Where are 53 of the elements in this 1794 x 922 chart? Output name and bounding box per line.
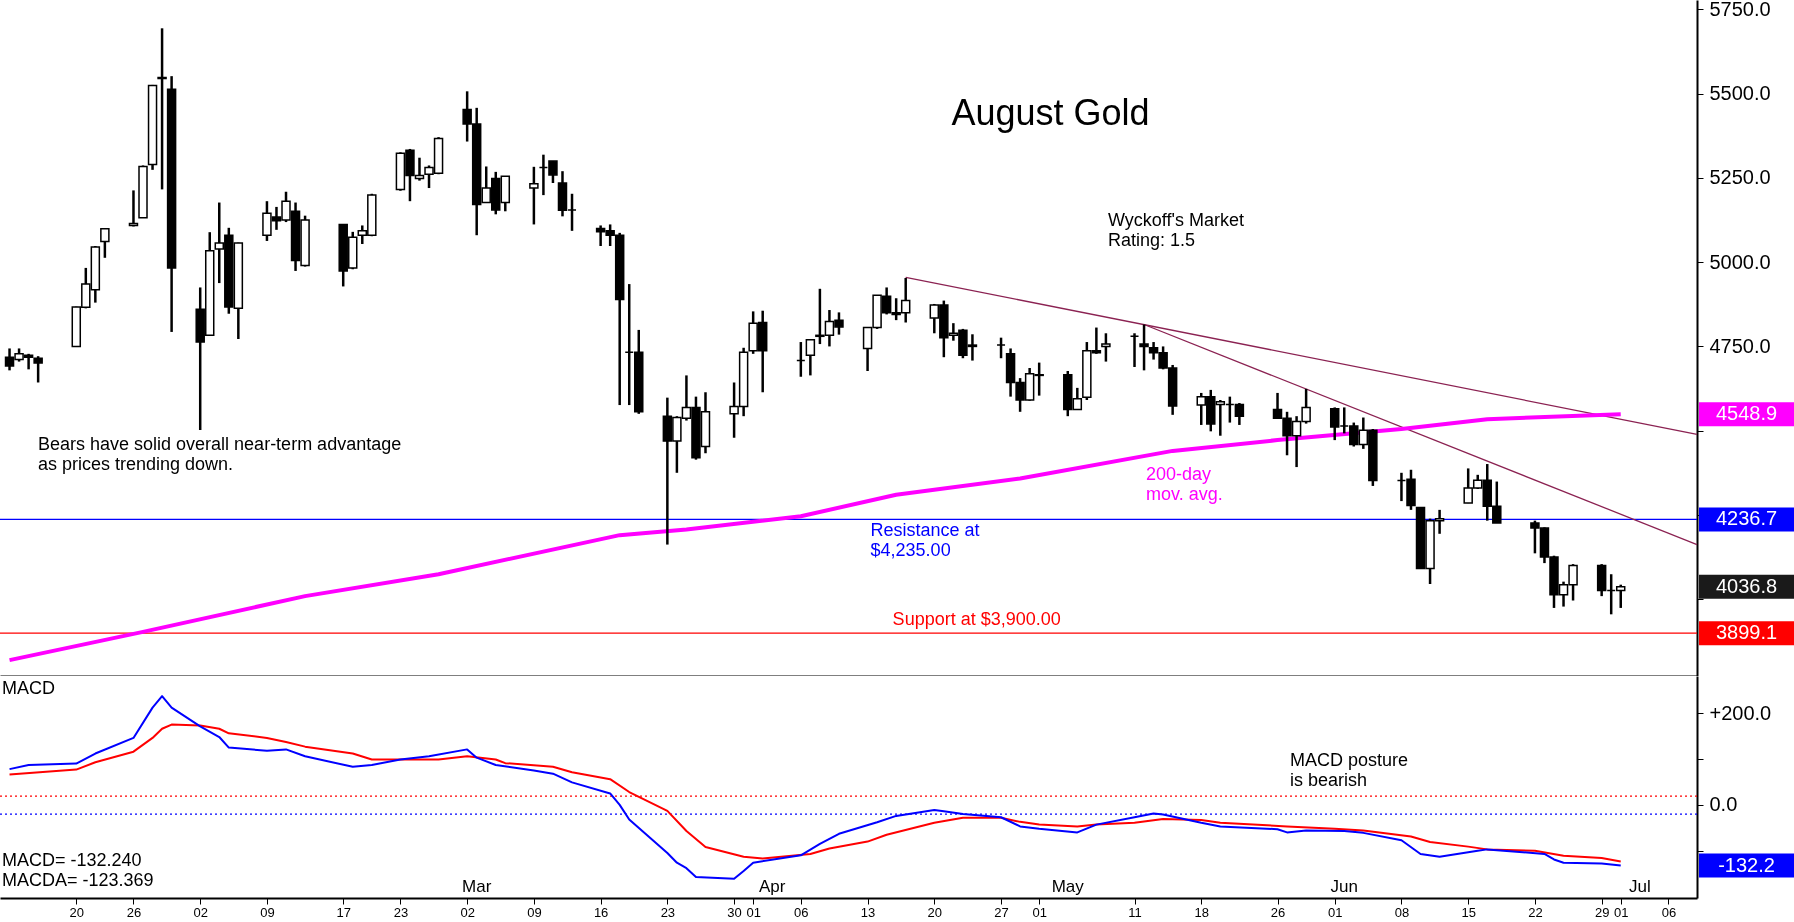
text: -132.2	[1718, 853, 1775, 876]
x-tick-label: 15	[1461, 904, 1476, 920]
x-tick-label: 30	[727, 904, 742, 920]
x-tick-label: 20	[69, 904, 84, 920]
x-tick-label: 26	[126, 904, 142, 920]
annotation: MACD= -132.240 MACDA= -123.369	[2, 850, 154, 890]
x-tick-label: 02	[193, 904, 208, 920]
y-tick-label: 5250.0	[1709, 166, 1771, 189]
x2-tick-label: Jul	[1628, 877, 1651, 896]
x-tick-label: 23	[660, 904, 676, 920]
x-tick-label: 06	[794, 904, 809, 920]
ref-line-label: Support at $3,900.00	[892, 609, 1061, 630]
x-tick-label: 20	[927, 904, 943, 920]
x-tick-label: 09	[260, 904, 275, 920]
x-tick-label: 01	[746, 904, 761, 920]
y-tick-label: 0.0	[1709, 793, 1738, 816]
x-tick-label: 06	[1661, 904, 1677, 920]
chart-title: MACD	[2, 678, 55, 698]
x-tick-label: 08	[1394, 904, 1410, 920]
x2-tick-label: Mar	[462, 877, 492, 896]
x-tick-label: 16	[593, 904, 609, 920]
x-tick-label: 29	[1594, 904, 1610, 920]
y-tick-label: 5500.0	[1709, 82, 1771, 105]
annotation: Bears have solid overall near-term advantage as prices trending down.	[38, 434, 402, 474]
annotation: MACD posture is bearish	[1290, 750, 1409, 790]
x-tick-label: 22	[1528, 904, 1543, 920]
annotation: Wyckoff's Market Rating: 1.5	[1108, 210, 1244, 250]
x-tick-label: 17	[336, 904, 351, 920]
x-tick-label: 01	[1327, 904, 1343, 920]
x-tick-label: 11	[1128, 904, 1142, 920]
x2-tick-label: May	[1051, 877, 1085, 896]
y-tick-label: +200.0	[1709, 701, 1772, 724]
x-tick-label: 09	[527, 904, 542, 920]
x-tick-label: 18	[1194, 904, 1209, 920]
x-tick-label: 01	[1614, 904, 1629, 920]
text: 4036.8	[1715, 574, 1778, 597]
x2-tick-label: Jun	[1330, 877, 1358, 896]
y-tick-label: 5750.0	[1709, 0, 1771, 20]
y-tick-label: 5000.0	[1709, 250, 1771, 273]
text: August Gold	[951, 92, 1150, 133]
annotation: 3899.1	[1715, 621, 1778, 644]
annotation: 4236.7	[1715, 507, 1778, 530]
x2-tick-label: Apr	[759, 877, 786, 896]
text: 4548.9	[1715, 402, 1778, 425]
x-tick-label: 26	[1270, 904, 1286, 920]
ref-line-label: Resistance at $4,235.00	[870, 520, 980, 561]
series-label: 200-day mov. avg.	[1146, 464, 1223, 504]
x-tick-label: 13	[860, 904, 876, 920]
x-tick-label: 27	[994, 904, 1009, 920]
x-tick-label: 23	[393, 904, 409, 920]
y-tick-label: 4750.0	[1709, 334, 1771, 357]
x-tick-label: 02	[460, 904, 475, 920]
x-tick-label: 01	[1032, 904, 1047, 920]
